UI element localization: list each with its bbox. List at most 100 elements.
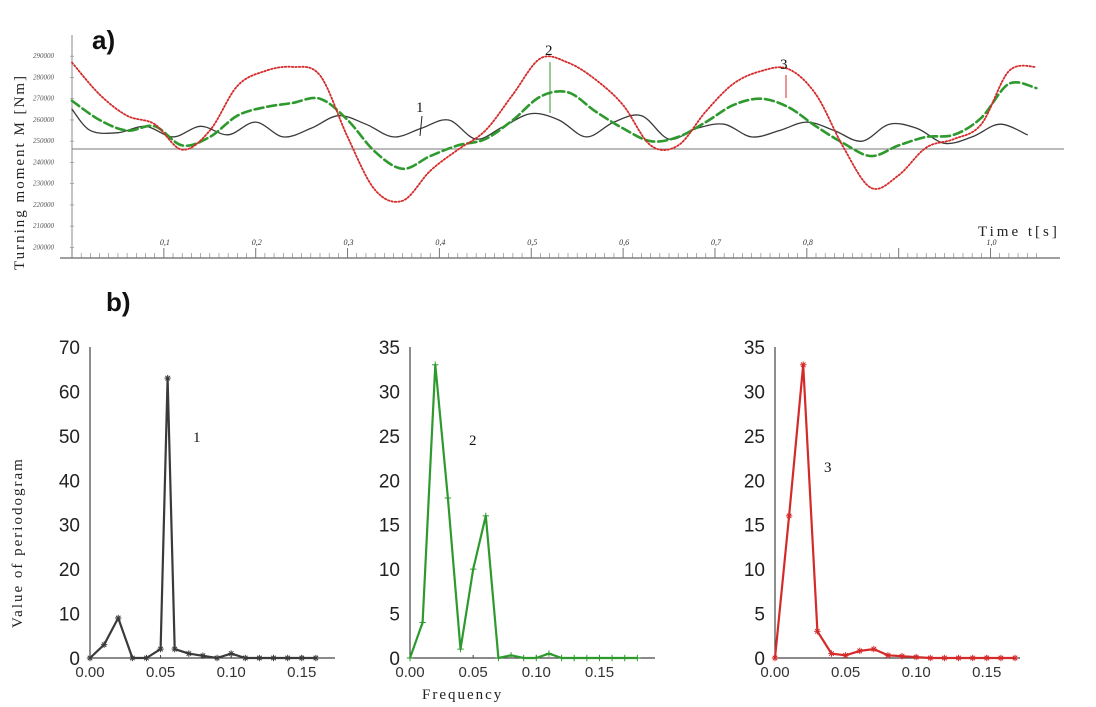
panel-a-y-tick-label: 220000 bbox=[33, 201, 55, 209]
periodogram-x-tick-label: 0.15 bbox=[585, 664, 614, 681]
periodogram-point bbox=[457, 645, 464, 653]
panel-a-y-tick-label: 280000 bbox=[33, 73, 55, 81]
periodogram-y-tick-label: 20 bbox=[744, 471, 765, 492]
panel-a-annotation-2: 2 bbox=[545, 43, 553, 113]
periodogram-point bbox=[912, 653, 920, 661]
periodogram-point bbox=[199, 652, 207, 659]
periodogram-point bbox=[583, 654, 591, 662]
turning-moment-series-3 bbox=[71, 55, 1038, 203]
periodogram-point bbox=[814, 628, 821, 635]
turning-moment-series-1 bbox=[71, 108, 1028, 145]
panel-a-time-ruler bbox=[71, 248, 1037, 258]
periodogram-point bbox=[969, 654, 976, 662]
periodogram-point bbox=[771, 654, 779, 662]
periodogram-point bbox=[100, 641, 108, 648]
periodogram-series-3 bbox=[773, 363, 1015, 660]
periodogram-x-tick-label: 0.10 bbox=[522, 664, 551, 681]
periodogram-x-tick-label: 0.15 bbox=[287, 664, 316, 681]
periodogram-point bbox=[406, 654, 414, 662]
periodogram-y-tick-label: 60 bbox=[59, 382, 80, 403]
periodogram-point bbox=[213, 654, 221, 662]
periodogram-y-tick-label: 40 bbox=[59, 471, 80, 492]
periodogram-point bbox=[444, 494, 452, 502]
periodogram-point bbox=[596, 654, 603, 662]
periodogram-y-tick-label: 30 bbox=[744, 382, 765, 403]
periodogram-point bbox=[256, 654, 263, 662]
periodogram-point bbox=[270, 654, 277, 662]
panel-a-x-tick-label: 0,2 bbox=[252, 238, 262, 247]
annotation-1-leader bbox=[419, 115, 423, 137]
panel-a-y-tick-label: 230000 bbox=[33, 180, 55, 188]
periodogram-point bbox=[983, 654, 990, 662]
panel-b-ylabel: Value of periodogram bbox=[10, 457, 26, 628]
periodogram-y-tick-label: 0 bbox=[389, 649, 400, 670]
periodogram-point bbox=[482, 512, 489, 520]
periodogram-y-tick-label: 15 bbox=[379, 516, 400, 537]
periodogram-point bbox=[495, 654, 502, 662]
periodogram-1: 0 10 20 30 40 50 60 70 0.00 0.05 0.10 0.15 bbox=[59, 338, 335, 681]
panel-a-y-tick-label: 260000 bbox=[33, 116, 55, 124]
periodogram-point bbox=[898, 653, 906, 660]
panel-a-y-tick-label: 290000 bbox=[33, 52, 55, 60]
panel-a-x-ticks: 0,1 0,2 0,3 0,4 0,5 0,6 0,7 0,8 1,0 bbox=[160, 238, 997, 247]
periodogram-point bbox=[298, 654, 305, 662]
periodogram-y-tick-label: 35 bbox=[744, 338, 765, 359]
periodogram-y-tick-label: 5 bbox=[754, 605, 765, 626]
periodogram-point bbox=[856, 647, 863, 655]
periodogram-point bbox=[621, 654, 628, 662]
annotation-1: 1 bbox=[416, 100, 424, 116]
periodogram-y-tick-label: 10 bbox=[379, 560, 400, 581]
periodogram-point bbox=[469, 565, 477, 573]
periodogram-x-tick-label: 0.05 bbox=[459, 664, 488, 681]
panel-a-annotation-1: 1 bbox=[416, 100, 424, 137]
periodogram-point bbox=[941, 654, 948, 662]
periodogram-point bbox=[185, 650, 193, 657]
panel-a-y-tick-label: 250000 bbox=[33, 137, 55, 145]
turning-moment-series-2 bbox=[70, 81, 1038, 171]
panel-a-ylabel: Turning moment M [Nm] bbox=[12, 74, 28, 270]
periodogram-point bbox=[419, 619, 426, 626]
panel-a-y-tick-label: 240000 bbox=[33, 158, 55, 166]
periodogram-x-tick-label: 0.10 bbox=[902, 664, 931, 681]
panel-a-annotation-3: 3 bbox=[780, 57, 788, 98]
periodogram-point bbox=[129, 654, 136, 662]
periodogram-y-tick-label: 25 bbox=[379, 427, 400, 448]
panel-a-x-tick-label: 0,7 bbox=[711, 238, 722, 247]
periodogram-point bbox=[997, 654, 1005, 662]
periodogram-y-tick-label: 20 bbox=[59, 560, 80, 581]
periodogram-point bbox=[143, 654, 150, 662]
periodogram-y-tick-label: 0 bbox=[754, 649, 765, 670]
periodogram-y-tick-label: 15 bbox=[744, 516, 765, 537]
periodogram-point bbox=[842, 652, 849, 659]
periodogram-point bbox=[284, 654, 291, 662]
panel-a-y-tick-label: 200000 bbox=[33, 243, 55, 251]
periodogram-y-tick-label: 25 bbox=[744, 427, 765, 448]
periodogram-3-annotation: 3 bbox=[824, 460, 832, 476]
periodogram-point bbox=[608, 654, 616, 662]
periodogram-y-tick-label: 30 bbox=[379, 382, 400, 403]
panel-a-label: a) bbox=[92, 25, 115, 55]
panel-a-series bbox=[70, 55, 1038, 203]
periodogram-point bbox=[571, 654, 578, 662]
periodogram-y-tick-label: 30 bbox=[59, 516, 80, 537]
periodogram-x-tick-label: 0.00 bbox=[75, 664, 104, 681]
periodogram-y-tick-label: 35 bbox=[379, 338, 400, 359]
periodogram-x-tick-label: 0.05 bbox=[146, 664, 175, 681]
periodogram-point bbox=[227, 650, 235, 657]
periodogram-y-tick-label: 0 bbox=[69, 649, 80, 670]
panel-a: a) Turning moment M [Nm] Time t[s] 29000… bbox=[12, 25, 1064, 270]
periodogram-point bbox=[634, 654, 641, 662]
panel-a-x-tick-label: 0,4 bbox=[435, 238, 445, 247]
periodogram-point bbox=[171, 645, 178, 653]
periodogram-point bbox=[432, 361, 439, 368]
panel-a-xlabel: Time t[s] bbox=[978, 224, 1060, 240]
periodogram-y-tick-label: 5 bbox=[389, 605, 400, 626]
periodogram-point bbox=[1011, 654, 1019, 662]
periodogram-point bbox=[800, 361, 807, 368]
periodogram-point bbox=[164, 374, 171, 382]
periodogram-2-annotation: 2 bbox=[469, 433, 477, 449]
panel-b: b) Value of periodogram Frequency 010203… bbox=[10, 287, 1020, 703]
periodogram-point bbox=[312, 654, 320, 662]
periodogram-2: 0 5 10 15 20 25 30 35 0.00 0.05 0.10 0.15 bbox=[379, 338, 655, 681]
